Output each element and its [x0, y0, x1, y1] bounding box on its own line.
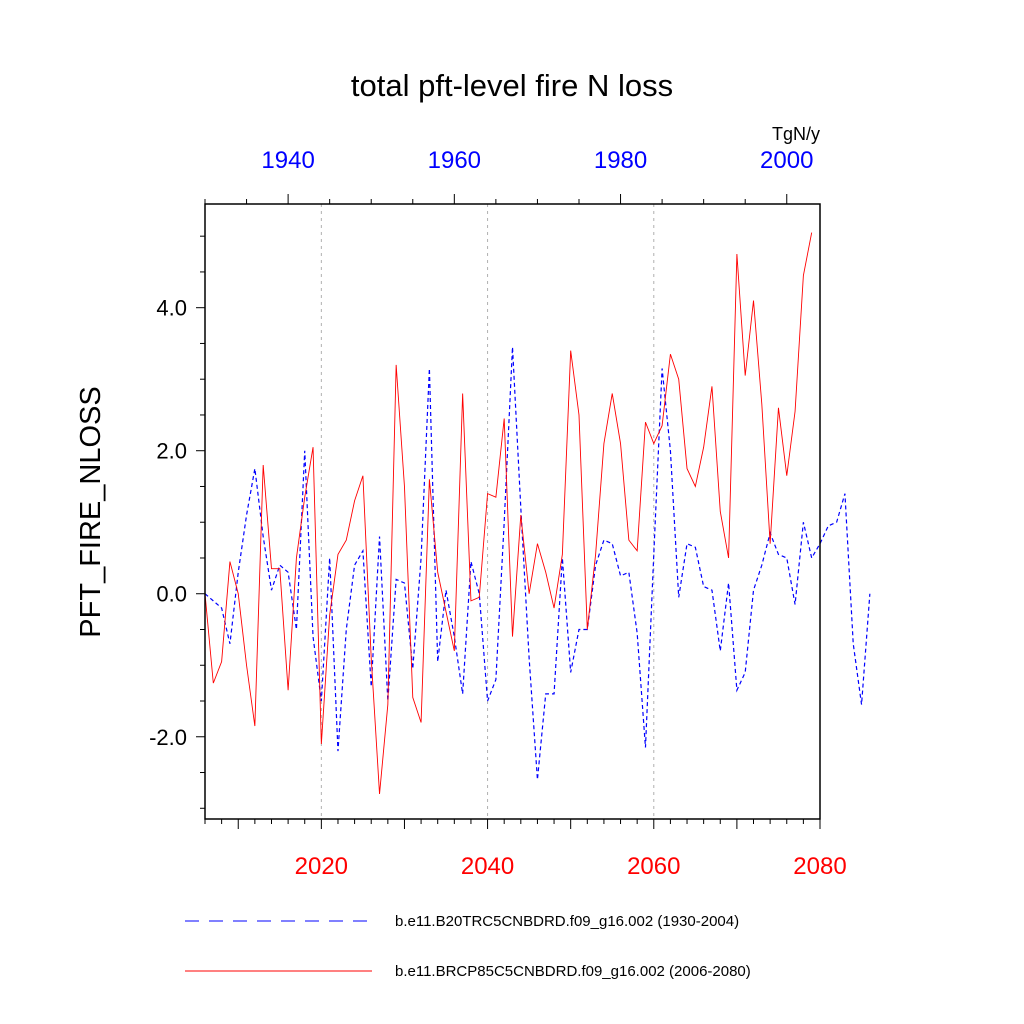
- gridlines: [320, 204, 655, 819]
- legend-label-rcp85: b.e11.BRCP85C5CNBDRD.f09_g16.002 (2006-2…: [395, 963, 751, 980]
- x-bottom-tick-label: 2040: [461, 853, 514, 880]
- series-line-historical: [204, 346, 871, 780]
- x-top-tick-label: 1980: [594, 147, 647, 174]
- y-tick-label: 2.0: [156, 439, 187, 464]
- plot-border: [204, 203, 821, 820]
- y-axis-label: PFT_FIRE_NLOSS: [75, 386, 107, 637]
- x-top-tick-label: 1940: [261, 147, 314, 174]
- units-label: TgN/y: [772, 124, 820, 144]
- y-tick-label: -2.0: [149, 725, 187, 750]
- plot-frame: [204, 203, 821, 820]
- x-top-tick-label: 2000: [760, 147, 813, 174]
- chart-title: total pft-level fire N loss: [351, 68, 673, 103]
- series-line-rcp85: [204, 232, 813, 795]
- axis-ticks: [196, 194, 821, 829]
- y-tick-label: 0.0: [156, 582, 187, 607]
- x-top-tick-label: 1960: [428, 147, 481, 174]
- legend: b.e11.B20TRC5CNBDRD.f09_g16.002 (1930-20…: [185, 913, 751, 980]
- series-layer: [204, 232, 871, 795]
- x-bottom-tick-label: 2060: [627, 853, 680, 880]
- tick-labels: -2.0 0.0 2.0 4.0 2020 2040 2060 2080 1940 1960 198…: [149, 147, 847, 880]
- x-bottom-tick-label: 2080: [793, 853, 846, 880]
- x-bottom-tick-label: 2020: [295, 853, 348, 880]
- y-tick-label: 4.0: [156, 296, 187, 321]
- legend-label-historical: b.e11.B20TRC5CNBDRD.f09_g16.002 (1930-20…: [395, 913, 739, 930]
